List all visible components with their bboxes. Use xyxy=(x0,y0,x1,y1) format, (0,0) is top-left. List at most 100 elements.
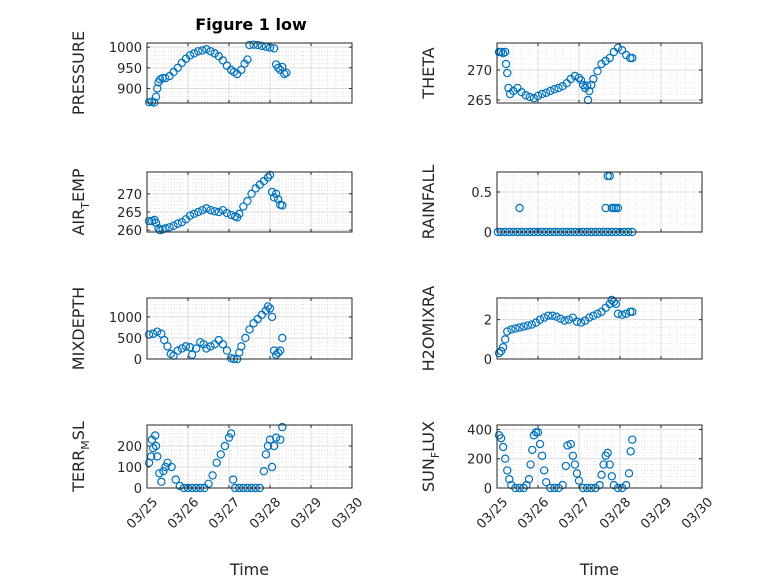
y-tick-label: 265 xyxy=(117,206,142,221)
y-tick-label: 0 xyxy=(134,353,142,368)
data-point xyxy=(157,477,166,486)
data-point xyxy=(601,303,610,313)
data-point xyxy=(216,450,225,459)
data-point xyxy=(214,207,223,217)
data-point xyxy=(161,462,170,472)
x-tick-label: 03/29 xyxy=(638,495,675,532)
data-point xyxy=(222,208,232,218)
x-tick-label: 03/26 xyxy=(515,495,552,532)
data-point xyxy=(245,325,254,334)
subplot-sun_flux: 0 200 400 03/25 03/26 03/27 03/28 03/29 03/30 Tim… xyxy=(419,421,716,579)
series-pressure xyxy=(144,40,291,107)
data-point xyxy=(521,90,530,100)
data-point xyxy=(165,223,174,232)
subplot-air_temp: 260 265 270 AIRTEMP xyxy=(69,168,353,239)
data-point xyxy=(611,299,621,309)
data-point xyxy=(589,311,598,320)
data-point xyxy=(151,92,161,101)
data-point xyxy=(173,219,182,228)
subplot-rainfall: 0 0.5 RAINFALL xyxy=(419,165,703,241)
y-tick-label: 265 xyxy=(467,94,492,109)
data-point xyxy=(526,460,535,469)
data-point xyxy=(173,63,182,73)
data-point xyxy=(263,302,273,311)
data-point xyxy=(587,80,596,90)
data-point xyxy=(163,458,172,467)
data-point xyxy=(593,66,602,76)
minor-grid xyxy=(146,424,353,489)
y-axis-label: THETA xyxy=(419,47,438,99)
minor-grid xyxy=(146,42,353,103)
data-point xyxy=(564,315,573,324)
data-point xyxy=(515,203,524,213)
data-point xyxy=(269,346,279,355)
data-point xyxy=(191,344,201,353)
data-point xyxy=(556,314,565,323)
data-point xyxy=(572,317,582,326)
data-point xyxy=(605,299,614,309)
data-point xyxy=(560,316,569,325)
data-point xyxy=(501,454,510,463)
data-point xyxy=(274,348,283,357)
data-point xyxy=(498,49,508,58)
data-point xyxy=(151,218,161,228)
data-point xyxy=(189,49,199,58)
data-point xyxy=(546,86,555,96)
data-point xyxy=(503,68,512,78)
data-point xyxy=(253,40,262,50)
data-point xyxy=(206,342,215,351)
data-point xyxy=(257,41,266,51)
data-point xyxy=(613,203,623,213)
data-point xyxy=(247,189,256,199)
x-tick-label: 03/28 xyxy=(247,495,284,532)
y-tick-label: 0 xyxy=(484,353,492,368)
data-point xyxy=(537,451,547,460)
data-point xyxy=(267,187,277,197)
y-tick-label: 950 xyxy=(117,62,142,77)
data-point xyxy=(583,95,593,105)
data-point xyxy=(169,221,178,231)
series-mixdepth xyxy=(144,302,287,364)
data-point xyxy=(226,429,236,438)
data-point xyxy=(206,47,215,56)
data-point xyxy=(568,451,578,460)
data-point xyxy=(570,71,580,81)
data-point xyxy=(525,92,535,102)
axes-box xyxy=(146,171,353,233)
data-point xyxy=(503,466,512,475)
x-tick-label: 03/27 xyxy=(206,495,243,532)
y-axis-label: AIRTEMP xyxy=(69,168,92,235)
data-point xyxy=(235,209,244,219)
series-air_temp xyxy=(144,170,287,235)
data-point xyxy=(167,462,176,472)
x-tick-label: 03/30 xyxy=(679,495,716,532)
data-point xyxy=(605,460,614,469)
data-point xyxy=(542,88,551,98)
y-tick-label: 270 xyxy=(117,188,142,203)
data-point xyxy=(185,343,195,352)
data-point xyxy=(160,335,169,345)
data-point xyxy=(271,433,281,442)
data-point xyxy=(194,207,203,217)
data-point xyxy=(220,441,230,451)
data-point xyxy=(267,312,277,322)
y-axis-label: MIXDEPTH xyxy=(69,287,88,370)
data-point xyxy=(511,324,520,333)
axes-box xyxy=(146,297,353,360)
data-point xyxy=(245,40,254,50)
y-axis-label: PRESSURE xyxy=(69,31,88,115)
data-point xyxy=(533,91,543,101)
y-tick-label: 0 xyxy=(484,482,492,497)
data-point xyxy=(144,97,154,107)
data-point xyxy=(241,333,250,343)
data-point xyxy=(269,44,279,53)
data-point xyxy=(261,450,271,459)
data-point xyxy=(224,433,234,442)
series-terr_msl xyxy=(144,422,287,493)
data-point xyxy=(243,196,252,206)
data-point xyxy=(593,309,602,318)
data-point xyxy=(505,475,514,484)
data-point xyxy=(519,322,528,331)
x-tick-label: 03/25 xyxy=(124,495,161,532)
data-point xyxy=(181,342,191,351)
